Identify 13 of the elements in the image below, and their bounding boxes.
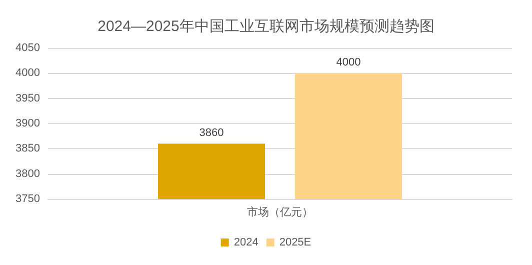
data-label: 3860 (199, 127, 224, 140)
y-tick-label: 3800 (16, 168, 40, 180)
y-tick-label: 4000 (16, 67, 40, 80)
x-tick-label: 市场（亿元） (247, 206, 313, 218)
data-label: 4000 (336, 56, 361, 69)
y-tick-label: 4050 (16, 42, 40, 54)
y-tick-label: 3950 (16, 92, 40, 104)
y-tick-label: 3900 (16, 118, 40, 130)
chart-title: 2024—2025年中国工业互联网市场规模预测趋势图 (98, 18, 434, 35)
y-tick-label: 3850 (16, 142, 40, 155)
y-tick-label: 3750 (16, 193, 40, 205)
legend-label: 2025E (279, 236, 312, 248)
legend-label: 2024 (234, 236, 258, 248)
